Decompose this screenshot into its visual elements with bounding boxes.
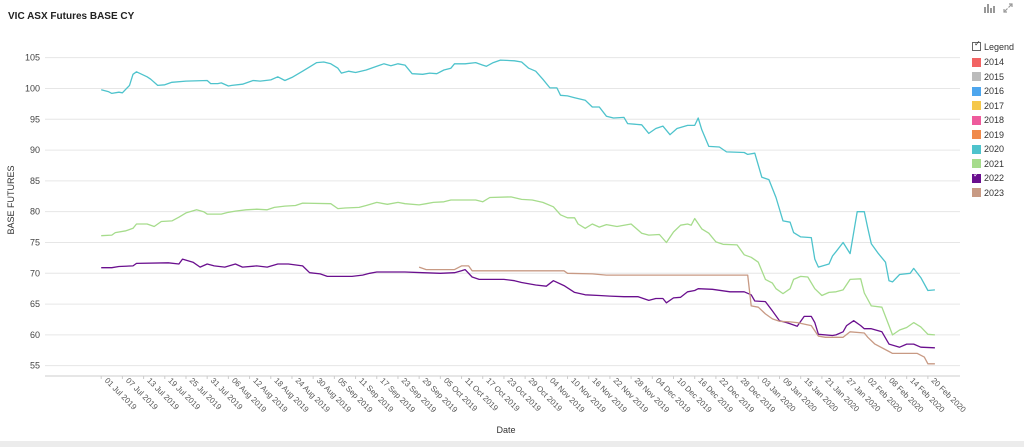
y-tick-label: 55: [30, 361, 40, 371]
legend-label: 2019: [984, 129, 1005, 140]
legend-label: 2022: [984, 173, 1005, 184]
y-tick-label: 60: [30, 330, 40, 340]
y-axis-label: BASE FUTURES: [6, 165, 16, 234]
y-tick-label: 85: [30, 176, 40, 186]
chart-title: VIC ASX Futures BASE CY: [8, 11, 135, 22]
series-line-2020[interactable]: [101, 59, 935, 292]
legend-toggle-all-checkbox[interactable]: ✓: [972, 40, 981, 51]
legend-item-2022[interactable]: ✓ 2022: [972, 169, 1014, 186]
series-line-2021[interactable]: [101, 196, 935, 336]
expand-icon[interactable]: [1003, 3, 1013, 16]
legend-checkbox[interactable]: ✓: [972, 169, 981, 183]
x-axis-label: Date: [496, 425, 515, 435]
legend-item-2017[interactable]: 2017: [972, 99, 1014, 114]
legend-label: 2017: [984, 100, 1005, 111]
legend-item-2020[interactable]: 2020: [972, 142, 1014, 157]
gridlines: [45, 57, 960, 377]
legend-checkbox[interactable]: [972, 72, 981, 82]
bottom-scrollbar[interactable]: [0, 441, 1024, 447]
y-tick-label: 75: [30, 237, 40, 247]
legend-item-2018[interactable]: 2018: [972, 113, 1014, 128]
y-tick-label: 65: [30, 299, 40, 309]
y-tick-label: 95: [30, 114, 40, 124]
legend-label: 2018: [984, 115, 1005, 126]
series-line-2023[interactable]: [418, 265, 935, 365]
y-tick-label: 105: [25, 53, 40, 63]
check-icon: ✓: [973, 169, 980, 179]
legend-label: 2015: [984, 71, 1005, 82]
legend-checkbox[interactable]: [972, 130, 981, 140]
legend-header[interactable]: ✓ Legend: [972, 40, 1014, 53]
legend-checkbox[interactable]: [972, 101, 981, 111]
legend-checkbox[interactable]: [972, 188, 981, 198]
legend-item-2014[interactable]: 2014: [972, 55, 1014, 70]
legend-item-2019[interactable]: 2019: [972, 128, 1014, 143]
legend-checkbox[interactable]: [972, 159, 981, 169]
legend-item-2016[interactable]: 2016: [972, 84, 1014, 99]
y-axis-ticks: 55 60 65 70 75 80 85 90 95 100 105: [25, 53, 40, 371]
legend: ✓ Legend 2014 2015 2016 2017 2018 2019 2020 202…: [972, 40, 1014, 200]
series-lines: [101, 59, 935, 365]
legend-label: 2016: [984, 86, 1005, 97]
y-tick-label: 80: [30, 207, 40, 217]
legend-checkbox[interactable]: [972, 144, 981, 154]
legend-checkbox[interactable]: [972, 57, 981, 67]
legend-label: 2021: [984, 158, 1005, 169]
legend-item-2015[interactable]: 2015: [972, 70, 1014, 85]
y-tick-label: 90: [30, 145, 40, 155]
legend-item-2021[interactable]: 2021: [972, 157, 1014, 172]
legend-title: Legend: [984, 41, 1015, 52]
series-line-2022[interactable]: [101, 258, 935, 349]
y-tick-label: 70: [30, 268, 40, 278]
y-tick-label: 100: [25, 83, 40, 93]
bar-chart-icon[interactable]: [984, 3, 995, 16]
legend-checkbox[interactable]: [972, 86, 981, 96]
legend-label: 2023: [984, 187, 1005, 198]
legend-item-2023[interactable]: 2023: [972, 186, 1014, 201]
legend-label: 2014: [984, 57, 1005, 68]
legend-label: 2020: [984, 144, 1005, 155]
legend-checkbox[interactable]: [972, 115, 981, 125]
